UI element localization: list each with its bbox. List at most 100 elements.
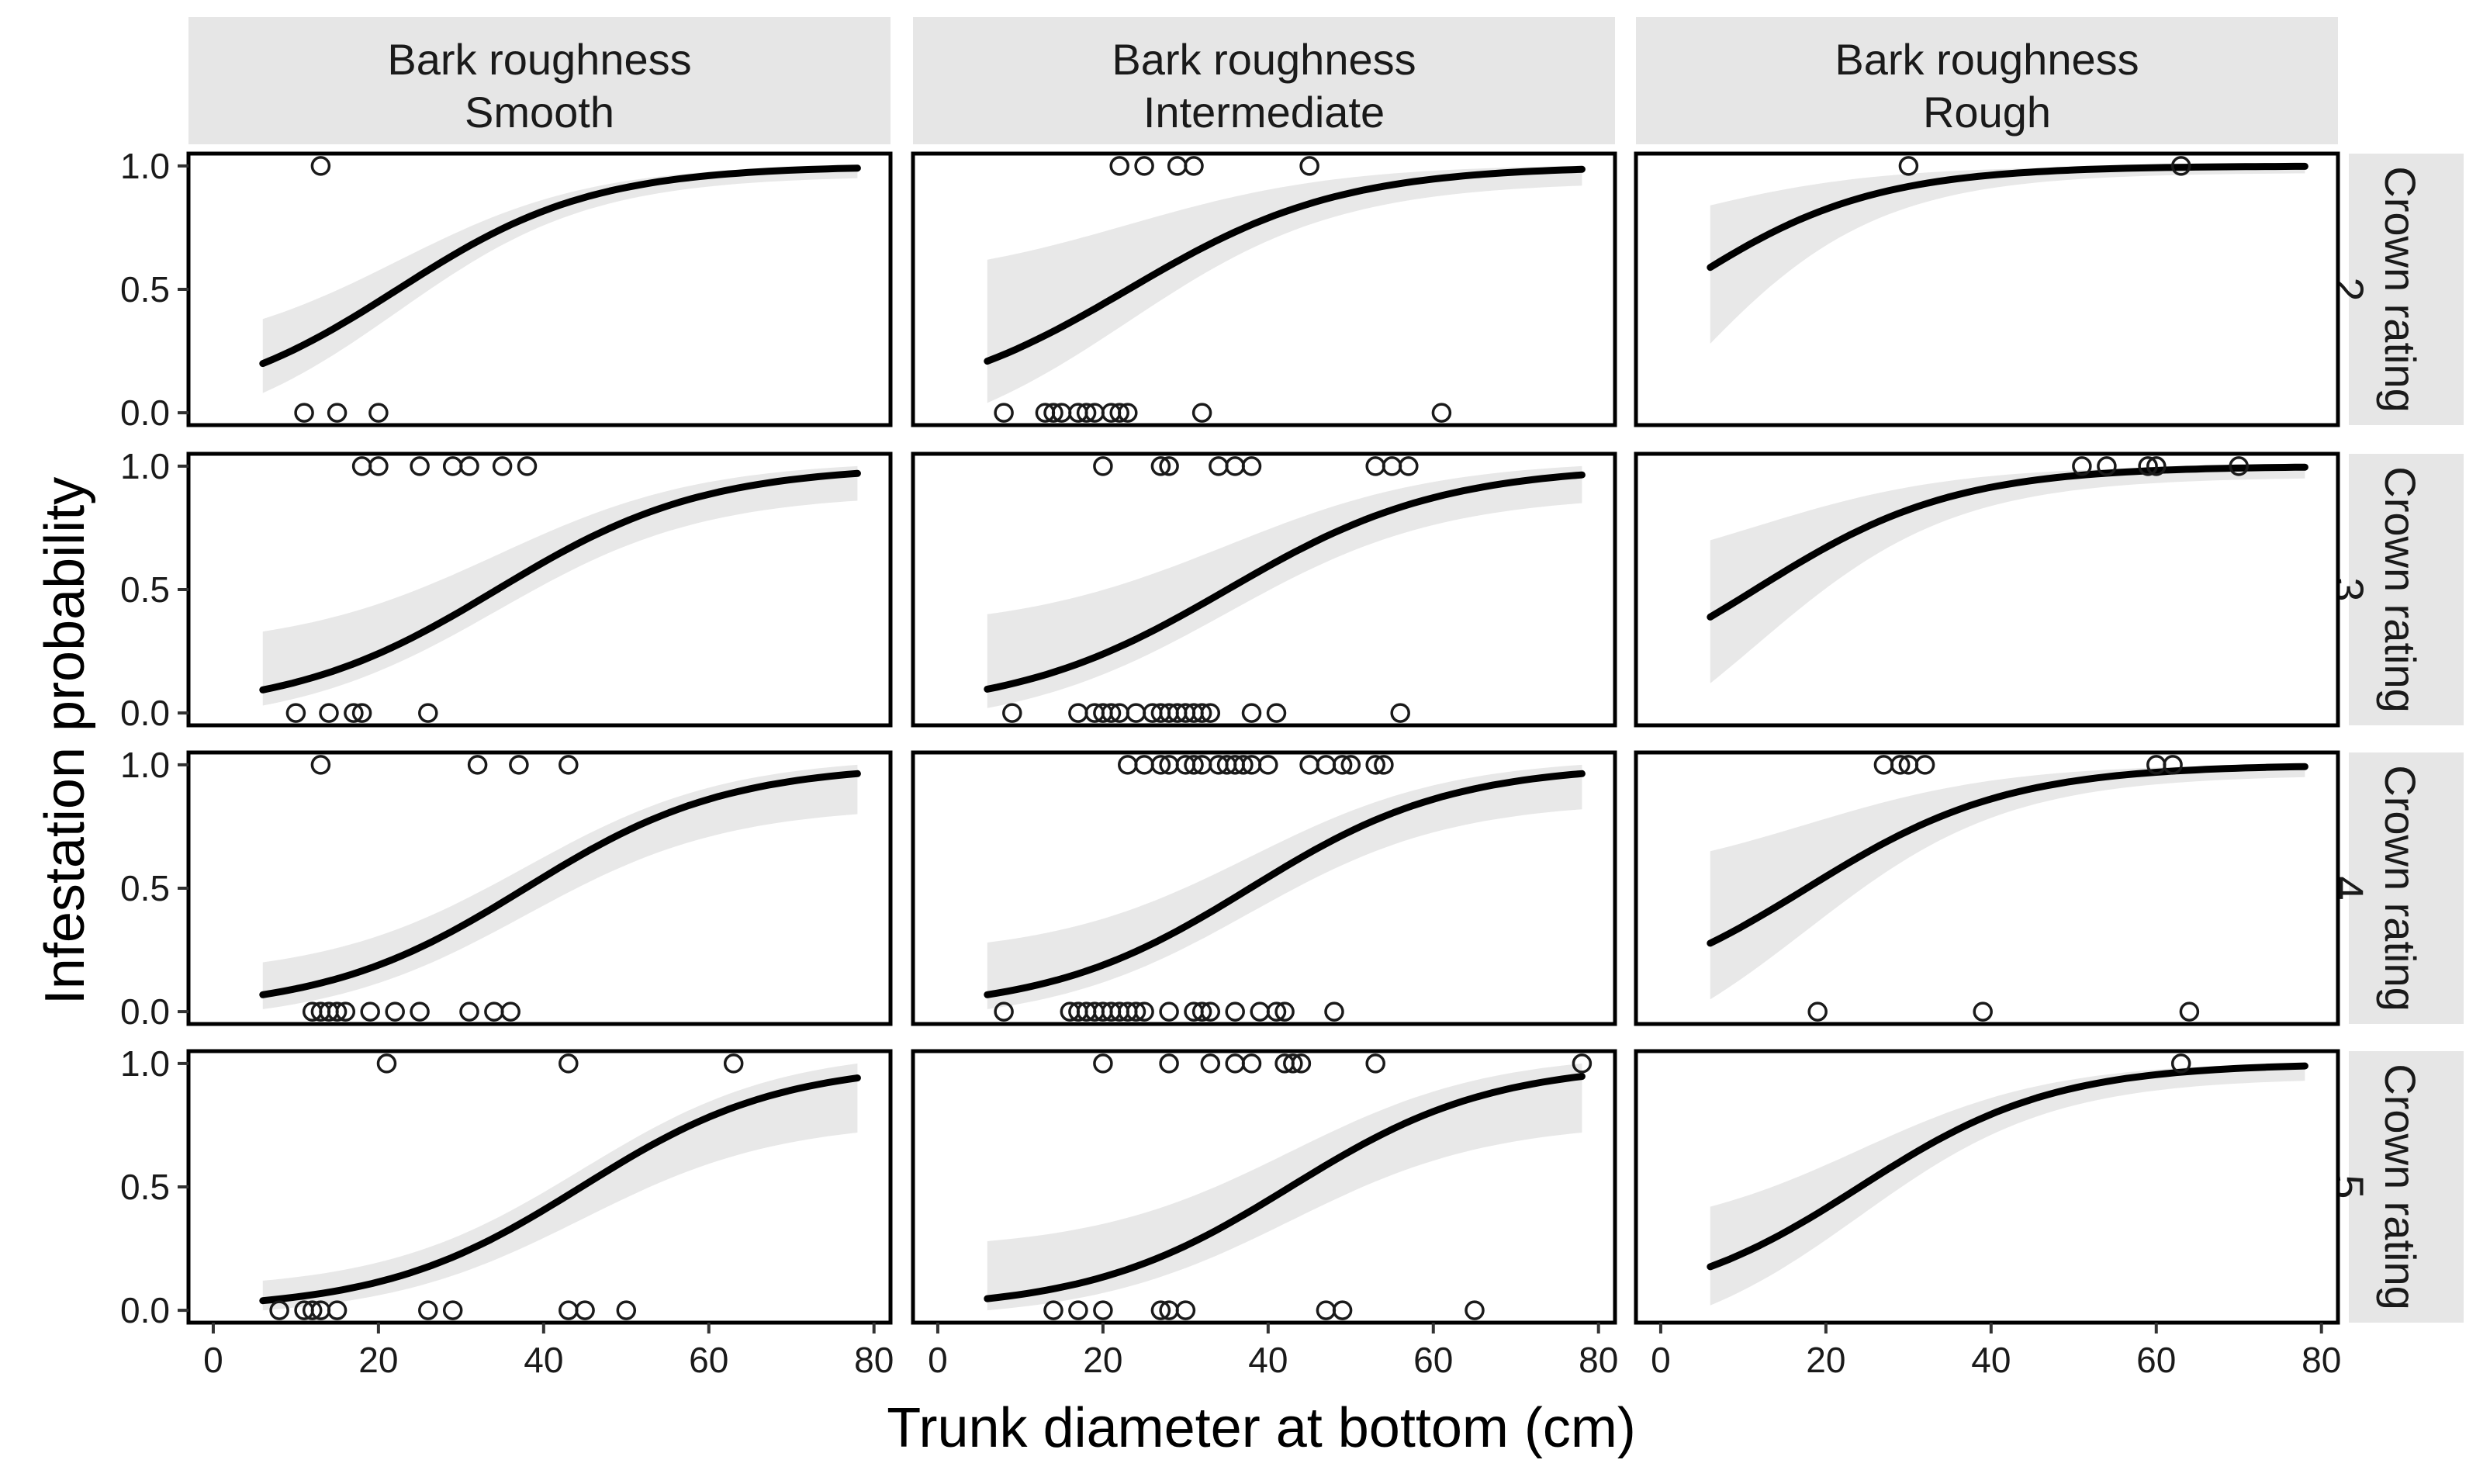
observation-point [1291,1053,1312,1074]
observation-point [1340,755,1361,775]
panel [1634,451,2340,728]
strip-background [2349,154,2464,425]
panel-border [911,1049,1617,1325]
y-tick-label: 0.0 [120,1290,170,1330]
observation-point [285,703,306,723]
observation-point [1191,703,1212,723]
observation-point [1101,703,1122,723]
observation-point [1299,156,1319,176]
strip-background [2349,454,2464,725]
panel [1634,750,2340,1026]
observation-point [1200,1053,1221,1074]
observation-point [1093,456,1113,476]
panel [186,151,893,427]
fitted-curve [984,770,1586,998]
y-tick-label: 1.0 [120,1043,170,1084]
x-axes: 0 20 40 60 80 0 20 40 60 80 0 20 40 60 80 [203,1323,2341,1380]
observation-point [459,456,479,476]
strip-label-line2: Smooth [465,88,614,137]
confidence-ribbon [1710,764,2305,1000]
panel-border [1634,151,2340,427]
observation-point [2170,1053,2191,1074]
strip-label-line2: Intermediate [1143,88,1385,137]
observation-point [1126,1001,1146,1022]
panel [911,1049,1617,1325]
observation-point [385,1001,405,1022]
observation-point [1068,1300,1088,1320]
observation-point [310,755,331,775]
observation-point [1332,755,1353,775]
y-tick-label: 0.5 [120,868,170,908]
observation-point [442,1300,463,1320]
panel [1634,1049,2340,1325]
panel [186,451,893,728]
y-tick-label: 0.5 [120,569,170,610]
fitted-curve [259,1074,861,1305]
confidence-ribbon [1710,465,2305,683]
observation-point [1266,1001,1287,1022]
panel [911,451,1617,728]
fitted-curve [1707,1062,2308,1271]
fitted-curve [259,469,861,694]
strip-label-line1: Bark roughness [1835,35,2139,84]
observation-point [616,1300,637,1320]
observation-point [294,403,314,423]
observation-point [559,1053,579,1074]
observation-point [492,456,513,476]
x-tick-label: 40 [524,1340,563,1380]
observation-point [1134,156,1154,176]
panel-border [911,451,1617,728]
observation-point [517,456,538,476]
y-axes: 0.0 0.5 1.0 0.0 0.5 1.0 0.0 0.5 1.0 0.0 0.5 1.0 [120,146,188,1330]
fitted-curve [984,165,1586,365]
confidence-ribbon [987,465,1582,708]
fitted-curve [984,1073,1586,1302]
strip-label-line1: Bark roughness [387,35,691,84]
x-tick-label: 0 [203,1340,223,1380]
observation-point [351,703,372,723]
panel-background [188,154,891,425]
panel-grid [186,151,2340,1325]
observation-point [1225,1001,1245,1022]
panel [1634,151,2340,427]
observation-point [1465,1300,1485,1320]
observation-point [2229,456,2249,476]
observation-point [2179,1001,2200,1022]
observation-point [1266,703,1287,723]
x-axis: 0 20 40 60 80 [203,1323,894,1380]
observation-point [1150,755,1171,775]
observation-point [327,1300,348,1320]
observation-point [1093,1053,1113,1074]
observation-point [1159,1053,1179,1074]
fitted-curve [984,471,1586,693]
x-tick-label: 40 [1971,1340,2011,1380]
observation-point [1283,1053,1303,1074]
observation-point [1241,456,1262,476]
fitted-curve [1707,763,2308,947]
strip-label-line1: Crown rating [2376,1064,2425,1309]
observation-point [467,755,488,775]
y-axis: 0.0 0.5 1.0 [120,146,188,433]
y-tick-label: 1.0 [120,446,170,486]
observation-point [1200,703,1221,723]
x-axis-title: Trunk diameter at bottom (cm) [887,1397,1636,1459]
observation-point [368,403,389,423]
strip-background [2349,1051,2464,1323]
observation-point [1200,1001,1221,1022]
observation-point [1191,403,1212,423]
observation-point [994,1001,1014,1022]
x-tick-label: 20 [1083,1340,1122,1380]
observation-point [335,1001,356,1022]
x-tick-label: 20 [1806,1340,1845,1380]
panel [186,750,893,1026]
observation-point [1914,755,1935,775]
observation-point [418,1300,438,1320]
confidence-ribbon [987,165,1582,403]
observation-point [1572,1053,1593,1074]
observation-point [1898,156,1919,176]
observation-point [360,1001,380,1022]
